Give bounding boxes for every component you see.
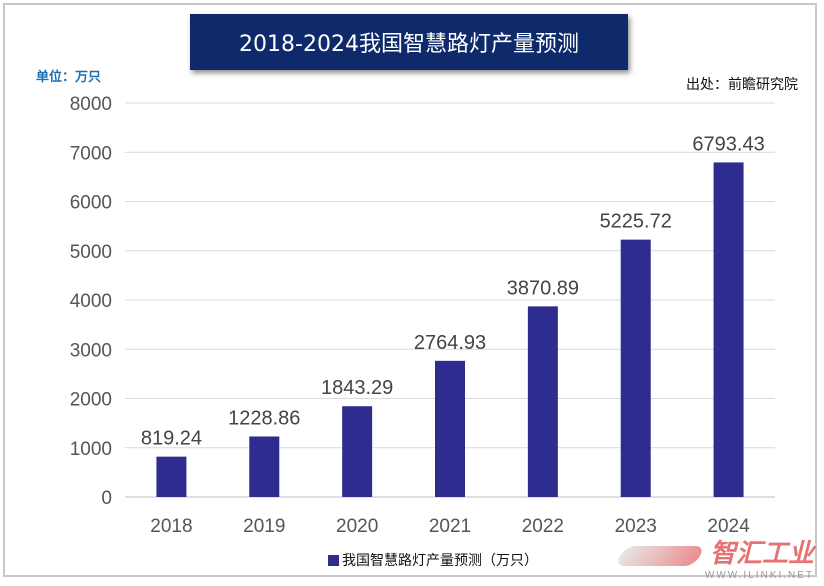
x-tick-label: 2022 — [522, 516, 564, 537]
data-label: 1228.86 — [228, 407, 300, 429]
watermark-text: 智汇工业 — [709, 539, 814, 569]
chart-title: 2018-2024我国智慧路灯产量预测 — [190, 14, 628, 70]
data-label: 2764.93 — [414, 332, 486, 354]
legend-label: 我国智慧路灯产量预测（万只） — [342, 553, 538, 569]
bar — [342, 406, 373, 497]
x-tick-label: 2024 — [707, 516, 750, 537]
y-tick-label: 4000 — [70, 291, 112, 312]
source-label: 出处：前瞻研究院 — [686, 77, 798, 93]
legend-swatch — [328, 554, 339, 566]
bar — [713, 162, 744, 497]
watermark-swoosh-icon — [614, 546, 706, 566]
bar — [527, 306, 558, 497]
data-label: 5225.72 — [600, 211, 672, 233]
watermark-logo: 智汇工业 WWW.ILINKI.NET — [610, 540, 820, 586]
data-label: 6793.43 — [692, 133, 764, 155]
chart-border — [3, 3, 817, 577]
x-tick-label: 2019 — [243, 516, 285, 537]
y-tick-label: 8000 — [70, 94, 112, 115]
x-tick-label: 2023 — [615, 516, 657, 537]
data-label: 1843.29 — [321, 377, 393, 399]
y-tick-label: 1000 — [70, 439, 112, 460]
watermark-url: WWW.ILINKI.NET — [704, 570, 814, 581]
y-tick-label: 6000 — [70, 193, 112, 214]
bar — [435, 360, 465, 497]
data-label: 3870.89 — [507, 277, 579, 299]
bar — [156, 456, 187, 497]
bar — [249, 436, 280, 497]
legend: 我国智慧路灯产量预测（万只） — [328, 550, 538, 570]
unit-label: 单位：万只 — [36, 70, 102, 85]
x-tick-label: 2020 — [336, 516, 378, 537]
bar — [620, 239, 651, 497]
y-tick-label: 5000 — [70, 242, 112, 263]
data-label: 819.24 — [141, 428, 202, 450]
y-tick-label: 7000 — [70, 143, 112, 164]
x-tick-label: 2018 — [150, 516, 192, 537]
y-tick-label: 3000 — [70, 340, 112, 361]
y-tick-label: 2000 — [70, 390, 112, 411]
x-tick-label: 2021 — [429, 516, 471, 537]
y-tick-label: 0 — [101, 488, 112, 509]
